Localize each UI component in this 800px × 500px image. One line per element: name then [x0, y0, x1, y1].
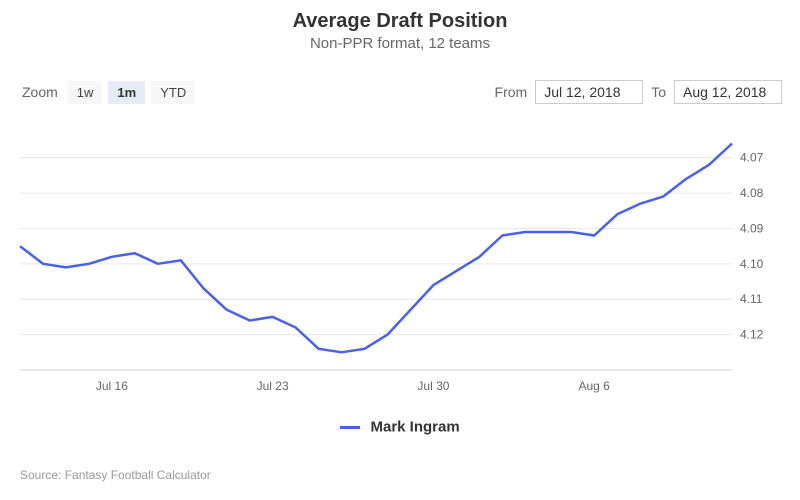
to-date-input[interactable] — [674, 80, 782, 104]
from-date-input[interactable] — [535, 80, 643, 104]
date-range-group: From To — [495, 80, 782, 104]
svg-text:Jul 23: Jul 23 — [257, 379, 289, 393]
legend-label: Mark Ingram — [370, 419, 459, 436]
zoom-1w-button[interactable]: 1w — [68, 81, 103, 104]
svg-text:Aug 6: Aug 6 — [579, 379, 611, 393]
chart-controls: Zoom 1w 1m YTD From To — [0, 52, 800, 110]
svg-text:4.11: 4.11 — [740, 292, 763, 306]
zoom-group: Zoom 1w 1m YTD — [22, 81, 195, 104]
zoom-1m-button[interactable]: 1m — [108, 81, 145, 104]
line-chart[interactable]: 4.07 4.08 4.09 4.10 4.11 4.12 Jul 16 Jul 23 Jul … — [0, 130, 800, 410]
svg-text:Jul 16: Jul 16 — [96, 379, 128, 393]
svg-text:4.07: 4.07 — [740, 151, 764, 165]
svg-text:Jul 30: Jul 30 — [417, 379, 449, 393]
chart-title: Average Draft Position — [0, 10, 800, 33]
svg-text:4.08: 4.08 — [740, 186, 764, 200]
legend-line-icon — [340, 426, 360, 429]
legend[interactable]: Mark Ingram — [0, 418, 800, 436]
to-label: To — [651, 84, 666, 100]
from-label: From — [495, 84, 528, 100]
chart-area: 4.07 4.08 4.09 4.10 4.11 4.12 Jul 16 Jul 23 Jul … — [0, 130, 800, 410]
credits-text: Source: Fantasy Football Calculator — [20, 468, 211, 482]
zoom-ytd-button[interactable]: YTD — [151, 81, 195, 104]
zoom-label: Zoom — [22, 84, 58, 100]
svg-text:4.12: 4.12 — [740, 328, 764, 342]
svg-text:4.09: 4.09 — [740, 221, 764, 235]
svg-text:4.10: 4.10 — [740, 257, 764, 271]
chart-subtitle: Non-PPR format, 12 teams — [0, 35, 800, 52]
